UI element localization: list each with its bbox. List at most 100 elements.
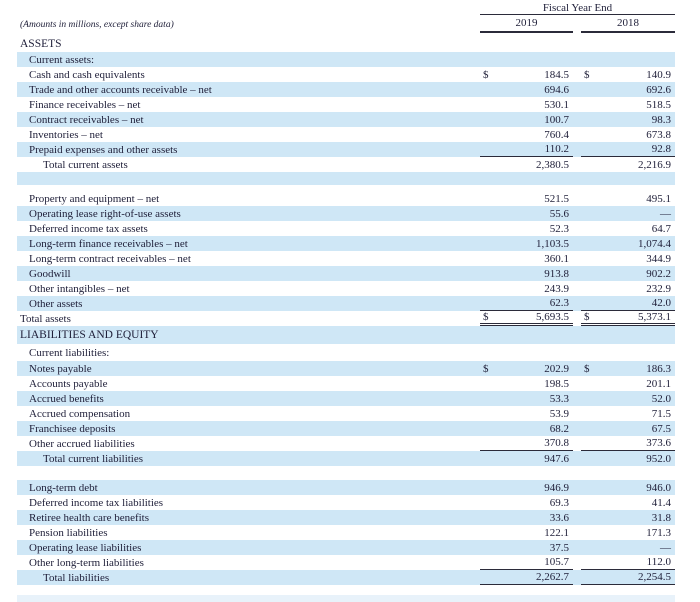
row-label: Property and equipment – net — [29, 192, 160, 205]
value-2019: $184.5 — [480, 67, 573, 82]
table-row: Cash and cash equivalents $184.5 $140.9 — [17, 67, 675, 82]
value-2019-text: 946.9 — [544, 481, 569, 494]
value-2019 — [480, 52, 573, 67]
year-column-2019: 2019 — [480, 15, 573, 33]
table-row: Total current assets 2,380.5 2,216.9 — [17, 157, 675, 172]
row-label: Current assets: — [29, 53, 95, 66]
column-gap — [573, 525, 581, 540]
value-2018-text: 42.0 — [651, 297, 671, 309]
value-2019: 530.1 — [480, 97, 573, 112]
column-gap — [573, 376, 581, 391]
value-2019-text: 122.1 — [544, 526, 569, 539]
value-2018-text: 71.5 — [651, 407, 671, 420]
value-2018-text: 692.6 — [646, 83, 671, 96]
value-2018: 98.3 — [581, 112, 675, 127]
table-row: Deferred income tax assets 52.3 64.7 — [17, 221, 675, 236]
table-row: Total liabilities 2,262.7 2,254.5 — [17, 570, 675, 585]
column-gap — [573, 570, 581, 585]
value-2019-text: 2,380.5 — [536, 158, 569, 171]
value-2019: 110.2 — [480, 142, 573, 157]
table-row: Long-term finance receivables – net 1,103… — [17, 236, 675, 251]
value-2019: 913.8 — [480, 266, 573, 281]
table-row: Operating lease liabilities 37.5 — — [17, 540, 675, 555]
value-2018: — — [581, 540, 675, 555]
value-2018: 946.0 — [581, 480, 675, 495]
year-columns: 2019 2018 — [480, 15, 675, 33]
value-2019-text: 360.1 — [544, 252, 569, 265]
value-2018-text: — — [660, 207, 671, 220]
column-gap — [573, 495, 581, 510]
value-2018-text: 31.8 — [651, 511, 671, 524]
value-2019-text: 5,693.5 — [536, 311, 569, 323]
column-gap — [573, 311, 581, 326]
row-label: Other intangibles – net — [29, 282, 130, 295]
value-2018: 71.5 — [581, 406, 675, 421]
row-label: Total assets — [20, 312, 71, 325]
value-2019-text: 521.5 — [544, 192, 569, 205]
value-2019: 947.6 — [480, 451, 573, 466]
value-2019-text: 947.6 — [544, 452, 569, 465]
value-2018-text: 171.3 — [646, 526, 671, 539]
table-row: Deferred income tax liabilities 69.3 41.4 — [17, 495, 675, 510]
row-label: Other assets — [29, 297, 83, 310]
value-2019: 694.6 — [480, 82, 573, 97]
table-row: Pension liabilities 122.1 171.3 — [17, 525, 675, 540]
value-2019: 1,103.5 — [480, 236, 573, 251]
value-2018-text: 186.3 — [646, 362, 671, 375]
amounts-note: (Amounts in millions, except share data) — [20, 20, 174, 30]
value-2019-text: 52.3 — [549, 222, 569, 235]
value-2018: $186.3 — [581, 361, 675, 376]
column-gap — [573, 296, 581, 311]
value-2018-text: 92.8 — [651, 143, 671, 155]
value-2019: 370.8 — [480, 436, 573, 451]
row-label: LIABILITIES AND EQUITY — [20, 329, 159, 341]
value-2019-text: 105.7 — [544, 556, 569, 568]
table-row: Accrued benefits 53.3 52.0 — [17, 391, 675, 406]
value-2018-text: 344.9 — [646, 252, 671, 265]
column-gap — [573, 251, 581, 266]
table-row: Property and equipment – net 521.5 495.1 — [17, 191, 675, 206]
value-2018: 344.9 — [581, 251, 675, 266]
row-label: Pension liabilities — [29, 526, 108, 539]
column-gap — [573, 391, 581, 406]
value-2019: 2,262.7 — [480, 570, 573, 585]
value-2019-text: 53.9 — [549, 407, 569, 420]
row-label: Franchisee deposits — [29, 422, 116, 435]
value-2018 — [581, 326, 675, 344]
column-gap — [573, 236, 581, 251]
value-2018: 171.3 — [581, 525, 675, 540]
value-2018-text: 952.0 — [646, 452, 671, 465]
value-2019-text: 202.9 — [544, 362, 569, 375]
table-row: Long-term debt 946.9 946.0 — [17, 480, 675, 495]
value-2018: 952.0 — [581, 451, 675, 466]
value-2018 — [581, 344, 675, 361]
value-2018: 64.7 — [581, 221, 675, 236]
value-2018-text: 232.9 — [646, 282, 671, 295]
value-2018-text: 5,373.1 — [638, 311, 671, 323]
table-row: Total current liabilities 947.6 952.0 — [17, 451, 675, 466]
table-body: ASSETS Current assets: Cash and cash equiv… — [17, 36, 675, 602]
fiscal-year-end-label: Fiscal Year End — [480, 1, 675, 15]
value-2019: 52.3 — [480, 221, 573, 236]
value-2018: 673.8 — [581, 127, 675, 142]
value-2018-text: 64.7 — [651, 222, 671, 235]
value-2018-text: 41.4 — [651, 496, 671, 509]
value-2018: 902.2 — [581, 266, 675, 281]
value-2018-text: 201.1 — [646, 377, 671, 390]
value-2019: 37.5 — [480, 540, 573, 555]
dollar-sign: $ — [483, 311, 489, 323]
row-label: Finance receivables – net — [29, 98, 141, 111]
row-label: Deferred income tax assets — [29, 222, 148, 235]
row-label: Operating lease liabilities — [29, 541, 142, 554]
column-gap — [573, 281, 581, 296]
value-2018: 373.6 — [581, 436, 675, 451]
table-row: Finance receivables – net 530.1 518.5 — [17, 97, 675, 112]
value-2019-text: 243.9 — [544, 282, 569, 295]
value-2019-text: 913.8 — [544, 267, 569, 280]
value-2019-text: 55.6 — [549, 207, 569, 220]
row-label: Total current liabilities — [43, 452, 144, 465]
value-2018: 42.0 — [581, 296, 675, 311]
value-2018-text: 2,254.5 — [638, 571, 671, 583]
row-label: Current liabilities: — [29, 346, 110, 359]
value-2018-text: 518.5 — [646, 98, 671, 111]
